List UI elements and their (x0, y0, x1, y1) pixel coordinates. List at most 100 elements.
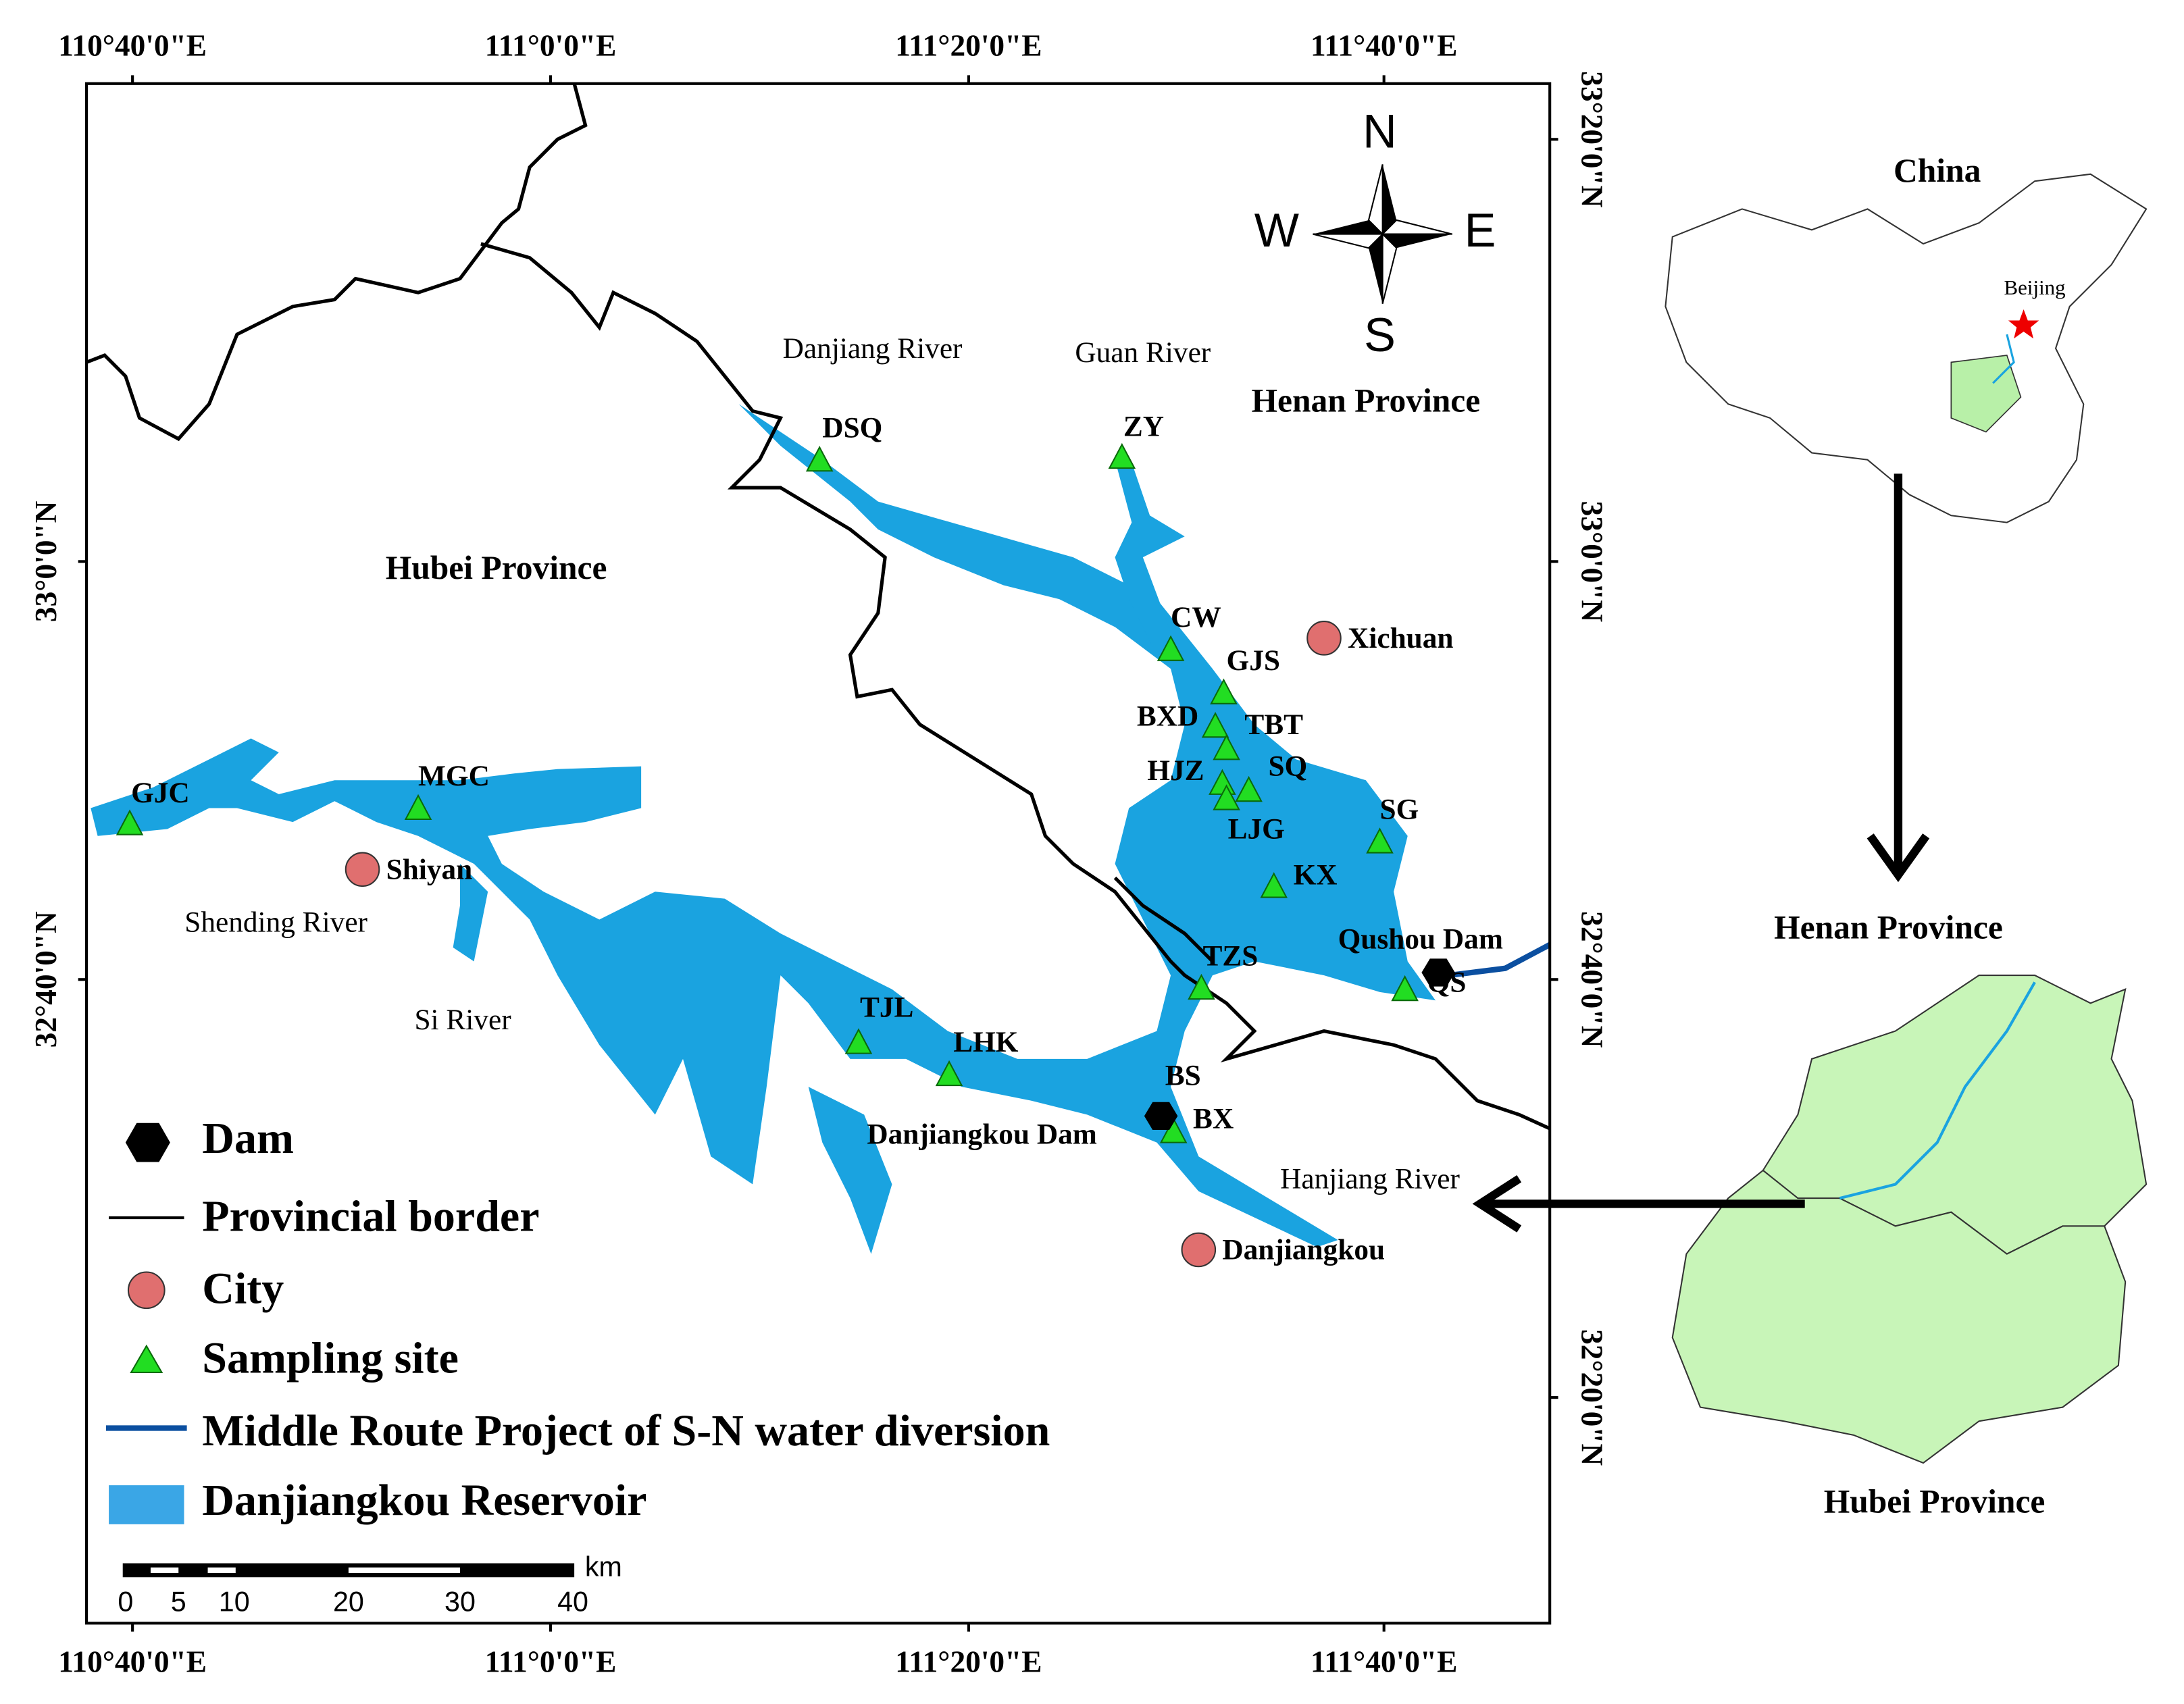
shape (1213, 784, 1240, 810)
shape (935, 1060, 963, 1087)
site-label: SG (1380, 794, 1419, 826)
legend: Dam Provincial border City Sampling site… (105, 1114, 1050, 1525)
reservoir-si-arm (453, 864, 488, 962)
shape (1181, 1232, 1217, 1268)
lon-label: 110°40'0"E (58, 29, 207, 63)
coordinate-labels: 110°40'0"E 111°0'0"E 111°20'0"E 111°40'0… (29, 29, 1609, 1679)
river-label: Guan River (1075, 336, 1211, 369)
lat-label: 33°0'0"N (29, 500, 63, 622)
shape (1992, 334, 2015, 384)
compass-e: E (1465, 204, 1496, 257)
legend-label: City (202, 1264, 284, 1314)
site-label: GJS (1227, 644, 1280, 677)
lat-label: 33°0'0"N (1575, 501, 1609, 623)
shape (127, 1271, 166, 1310)
dam-label: Danjiangkou Dam (867, 1118, 1097, 1150)
scale-label: 20 (333, 1586, 364, 1617)
provincial-borders (86, 83, 1551, 1131)
dams: Qushou Dam Danjiangkou Dam (867, 923, 1503, 1150)
lat-label: 32°40'0"N (1575, 911, 1609, 1048)
shape (348, 1567, 460, 1574)
shape (805, 446, 834, 472)
compass-s: S (1364, 309, 1396, 361)
lon-label: 111°40'0"E (1311, 29, 1457, 63)
site-label: DSQ (822, 411, 882, 444)
shape (1210, 678, 1238, 704)
shape (207, 1567, 236, 1574)
shape (1306, 621, 1342, 656)
inset-label: Henan Province (1774, 908, 2003, 946)
sampling-sites: DSQ ZY CW GJS BXD TBT HJZ SQ LJG SG KX T… (116, 410, 1466, 1143)
city-label: Danjiangkou (1222, 1234, 1385, 1266)
reservoir-guan-arm (1115, 459, 1185, 655)
region-label: Henan Province (1252, 382, 1481, 419)
provincial-border (86, 83, 588, 442)
shape (125, 1122, 170, 1162)
river-label: Danjiang River (783, 332, 963, 365)
site-label: HJZ (1147, 754, 1204, 787)
site-label: ZY (1123, 410, 1164, 442)
inset-title: China (1894, 152, 1981, 189)
site-label: SQ (1268, 750, 1307, 783)
shape (130, 1344, 163, 1374)
scale-unit: km (585, 1551, 622, 1582)
river-label: Si River (414, 1004, 511, 1036)
shape (1839, 981, 2036, 1200)
site-label: BXD (1137, 700, 1198, 732)
shape (1366, 827, 1394, 854)
lon-label: 111°40'0"E (1311, 1645, 1457, 1679)
lat-label: 32°40'0"N (29, 911, 63, 1048)
shape (1313, 220, 1383, 234)
shape (1201, 712, 1229, 738)
inset-china: China Beijing (1665, 152, 2148, 523)
scale-label: 40 (557, 1586, 588, 1617)
site-label: BS (1165, 1060, 1201, 1092)
shape (1368, 234, 1383, 304)
lon-label: 111°20'0"E (895, 1645, 1042, 1679)
arrows (1472, 473, 1930, 1233)
inset-label: Hubei Province (1824, 1482, 2046, 1520)
lat-label: 33°20'0"N (1575, 71, 1609, 207)
legend-label: Middle Route Project of S-N water divers… (202, 1406, 1050, 1455)
lon-label: 111°0'0"E (485, 1645, 617, 1679)
shape (150, 1567, 179, 1574)
reservoir-danjiang-arm (91, 404, 1436, 1247)
legend-label: Danjiangkou Reservoir (202, 1476, 646, 1525)
city-label: Xichuan (1348, 622, 1453, 654)
reservoir-south-arm (808, 1087, 892, 1254)
shape (116, 809, 144, 835)
shape (1260, 872, 1288, 898)
shape (1950, 355, 2022, 433)
shape (2008, 309, 2039, 339)
map-frame (85, 82, 1552, 1625)
scale-label: 10 (219, 1586, 250, 1617)
site-label: TZS (1203, 939, 1259, 972)
dam-label: Qushou Dam (1338, 923, 1503, 955)
site-label: LJG (1228, 813, 1285, 846)
graticule-ticks (78, 75, 1558, 1632)
shape (1108, 442, 1136, 469)
shape (1157, 635, 1185, 661)
inset-provinces: Henan Province Hubei Province (1671, 908, 2148, 1520)
compass-w: W (1254, 204, 1299, 257)
scale-bar: 0 5 10 20 30 40 km (118, 1551, 622, 1618)
shape (1391, 975, 1419, 1002)
shape (1213, 734, 1240, 760)
legend-label: Provincial border (202, 1191, 539, 1241)
scale-label: 30 (445, 1586, 476, 1617)
site-label: TBT (1244, 708, 1303, 741)
reservoir (91, 404, 1436, 1254)
compass-n: N (1363, 105, 1397, 158)
legend-label: Dam (202, 1114, 294, 1163)
site-label: TJL (860, 991, 913, 1024)
shape (1144, 1102, 1178, 1131)
scale-label: 5 (171, 1586, 186, 1617)
site-label: MGC (418, 760, 490, 792)
lon-label: 111°0'0"E (485, 29, 617, 63)
shape (1382, 234, 1452, 249)
legend-label: Sampling site (202, 1334, 459, 1383)
shape (1665, 173, 2148, 523)
river-label: Shending River (184, 906, 367, 939)
